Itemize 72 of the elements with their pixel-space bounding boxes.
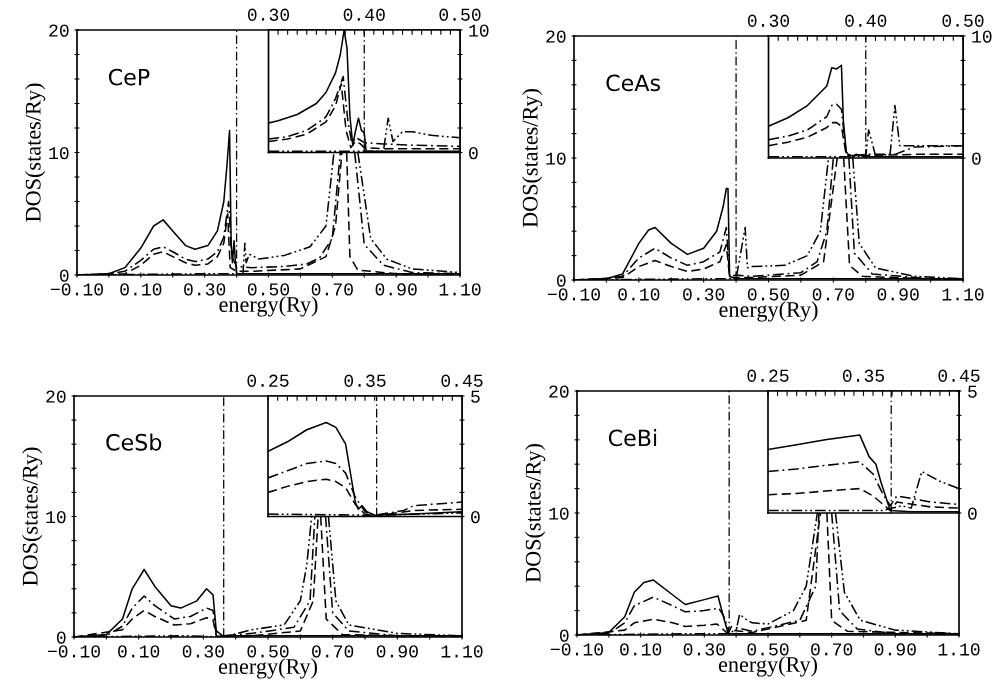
x-tick-label: 0.35 bbox=[344, 374, 386, 387]
x-tick-label: 0.50 bbox=[747, 643, 789, 656]
y-tick-label: 0 bbox=[469, 146, 478, 160]
x-tick-label: 0.45 bbox=[441, 374, 483, 387]
y-tick-label: 0 bbox=[559, 629, 569, 642]
y-tick-label: 10 bbox=[549, 507, 569, 520]
x-tick-label: 0.70 bbox=[811, 643, 853, 656]
x-tick-label: −0.10 bbox=[547, 288, 600, 301]
x-tick-label: 0.50 bbox=[439, 8, 481, 21]
x-tick-label: 0.30 bbox=[683, 288, 725, 301]
x-axis-title: energy(Ry) bbox=[218, 658, 317, 679]
y-tick-label: 10 bbox=[49, 146, 69, 160]
y-axis-title: DOS(states/Ry) bbox=[525, 444, 546, 583]
x-tick-label: 0.90 bbox=[376, 645, 418, 658]
y-tick-label: 0 bbox=[968, 507, 977, 520]
x-tick-label: 1.10 bbox=[441, 645, 483, 658]
x-tick-label: 0.50 bbox=[247, 645, 289, 658]
x-tick-label: 0.50 bbox=[247, 283, 290, 296]
y-tick-label: 10 bbox=[46, 510, 66, 524]
x-tick-label: 0.10 bbox=[620, 643, 662, 656]
x-tick-label: 0.25 bbox=[747, 369, 789, 382]
x-tick-label: 0.50 bbox=[942, 14, 984, 27]
x-tick-label: 0.45 bbox=[938, 369, 980, 382]
y-tick-label: 20 bbox=[46, 390, 66, 403]
y-tick-label: 10 bbox=[972, 30, 992, 43]
x-tick-label: 0.40 bbox=[343, 8, 385, 21]
annotation: CeP bbox=[108, 68, 150, 86]
x-tick-label: 1.10 bbox=[942, 288, 984, 301]
y-tick-label: 5 bbox=[968, 385, 977, 398]
x-tick-label: 0.90 bbox=[874, 643, 916, 656]
y-axis-title: DOS(states/Ry) bbox=[22, 447, 43, 586]
y-axis-title: DOS(states/Ry) bbox=[25, 83, 46, 222]
annotation: CeBi bbox=[608, 429, 657, 447]
x-tick-label: 0.70 bbox=[311, 283, 353, 296]
y-tick-label: 0 bbox=[59, 269, 69, 282]
x-tick-label: 0.90 bbox=[877, 288, 919, 301]
x-tick-label: 0.30 bbox=[184, 283, 226, 296]
y-tick-label: 5 bbox=[471, 390, 480, 403]
y-tick-label: 0 bbox=[471, 510, 480, 524]
x-axis-title: energy(Ry) bbox=[719, 301, 818, 322]
x-axis-title: energy(Ry) bbox=[718, 656, 817, 677]
x-axis-title: energy(Ry) bbox=[219, 296, 318, 317]
x-tick-label: 0.40 bbox=[845, 14, 887, 27]
x-tick-label: 0.70 bbox=[312, 645, 354, 658]
x-tick-label: 1.10 bbox=[439, 283, 481, 296]
x-tick-label: 0.70 bbox=[812, 288, 854, 301]
y-axis-title: DOS(states/Ry) bbox=[522, 89, 543, 228]
x-tick-label: 0.25 bbox=[247, 374, 289, 387]
x-tick-label: 0.30 bbox=[182, 645, 224, 658]
y-tick-label: 20 bbox=[49, 24, 69, 37]
y-tick-label: 10 bbox=[546, 152, 566, 165]
x-tick-label: −0.10 bbox=[550, 643, 603, 656]
x-tick-label: 0.90 bbox=[375, 283, 417, 296]
y-tick-label: 0 bbox=[972, 152, 981, 165]
annotation: CeAs bbox=[606, 74, 660, 92]
x-tick-label: 0.50 bbox=[747, 288, 790, 301]
x-tick-label: 0.10 bbox=[118, 645, 160, 658]
x-tick-label: −0.10 bbox=[50, 283, 103, 296]
annotation: CeSb bbox=[106, 433, 162, 451]
x-tick-label: 0.10 bbox=[618, 288, 660, 301]
x-tick-label: 0.10 bbox=[120, 283, 162, 296]
y-tick-label: 10 bbox=[469, 24, 489, 37]
x-tick-label: 1.10 bbox=[938, 643, 980, 656]
y-tick-label: 20 bbox=[549, 385, 569, 398]
x-tick-label: 0.30 bbox=[747, 14, 790, 27]
y-tick-label: 20 bbox=[546, 30, 566, 43]
x-tick-label: 0.35 bbox=[842, 369, 885, 382]
x-tick-label: −0.10 bbox=[47, 645, 100, 658]
x-tick-label: 0.30 bbox=[683, 643, 725, 656]
y-tick-label: 0 bbox=[56, 631, 66, 644]
x-tick-label: 0.30 bbox=[247, 8, 290, 21]
y-tick-label: 0 bbox=[556, 274, 566, 287]
